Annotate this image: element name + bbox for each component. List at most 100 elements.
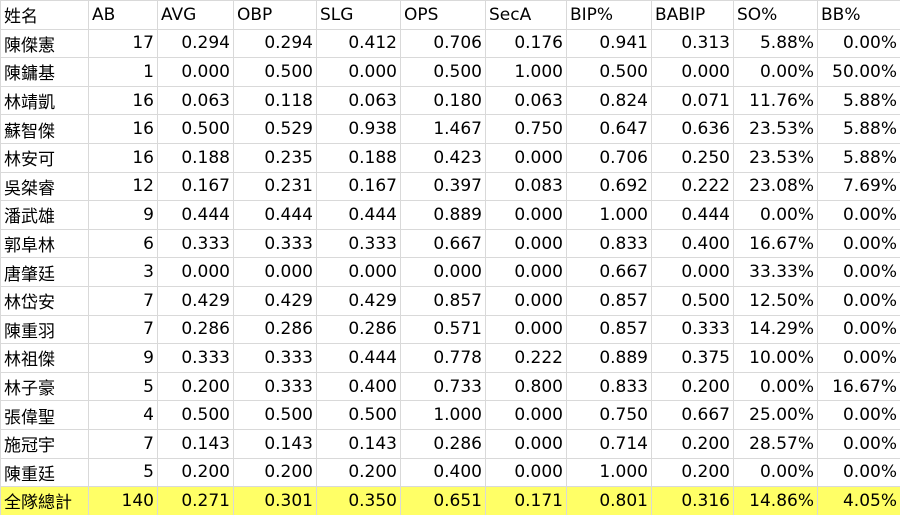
cell: 11.76% (733, 85, 818, 116)
cell: 0.294 (157, 28, 234, 59)
name-cell: 蘇智傑 (0, 114, 89, 144)
cell: 0.000 (485, 400, 567, 430)
data-row: 吳桀睿 12 0.167 0.231 0.167 0.397 0.083 0.692 0.222… (0, 171, 900, 202)
cell: 0.333 (651, 314, 734, 345)
data-row: 郭阜林 6 0.333 0.333 0.333 0.667 0.000 0.833 0.400 1… (0, 228, 900, 259)
name-cell: 唐肇廷 (0, 257, 89, 287)
cell: AB (88, 0, 158, 30)
cell: 0.444 (316, 200, 401, 230)
cell: 3 (88, 257, 158, 287)
cell: 0.222 (485, 343, 567, 373)
cell: 0.857 (566, 285, 652, 316)
cell: 0.200 (316, 457, 401, 488)
cell: 0.063 (157, 85, 234, 116)
cell: 0.167 (157, 171, 234, 202)
name-cell: 張偉聖 (0, 400, 89, 430)
cell: 1.000 (566, 200, 652, 230)
cell: 0.235 (233, 142, 317, 173)
cell: 28.57% (733, 428, 818, 459)
cell: 4 (88, 400, 158, 430)
cell: 5.88% (817, 114, 900, 144)
cell: 140 (88, 486, 158, 515)
name-cell: 施冠宇 (0, 428, 89, 459)
cell: 0.143 (316, 428, 401, 459)
cell: 0.333 (157, 228, 234, 259)
cell: 0.000 (400, 257, 486, 287)
data-row: 唐肇廷 3 0.000 0.000 0.000 0.000 0.000 0.667 0.000 3… (0, 257, 900, 287)
cell: 0.00% (733, 457, 818, 488)
cell: 0.063 (316, 85, 401, 116)
cell: 0.000 (233, 257, 317, 287)
cell: SecA (485, 0, 567, 30)
cell: 0.171 (485, 486, 567, 515)
cell: 7 (88, 428, 158, 459)
cell: 0.500 (157, 400, 234, 430)
cell: 0.667 (566, 257, 652, 287)
name-cell: 陳重廷 (0, 457, 89, 488)
cell: 0.833 (566, 371, 652, 402)
cell: 0.423 (400, 142, 486, 173)
data-row: 林岱安 7 0.429 0.429 0.429 0.857 0.000 0.857 0.500 1… (0, 285, 900, 316)
cell: 0.143 (157, 428, 234, 459)
name-cell: 林靖凱 (0, 85, 89, 116)
name-cell: 林岱安 (0, 285, 89, 316)
cell: 0.180 (400, 85, 486, 116)
cell: 0.00% (817, 400, 900, 430)
cell: 0.941 (566, 28, 652, 59)
cell: 0.231 (233, 171, 317, 202)
cell: 0.00% (733, 371, 818, 402)
cell: 0.063 (485, 85, 567, 116)
cell: 0.250 (651, 142, 734, 173)
cell: 23.53% (733, 114, 818, 144)
data-row: 陳鏞基 1 0.000 0.500 0.000 0.500 1.000 0.500 0.000 0… (0, 57, 900, 87)
cell: 0.000 (485, 200, 567, 230)
cell: 0.429 (316, 285, 401, 316)
name-cell: 陳鏞基 (0, 57, 89, 87)
cell: 0.400 (651, 228, 734, 259)
cell: 0.333 (157, 343, 234, 373)
name-cell: 全隊總計 (0, 486, 89, 515)
cell: 50.00% (817, 57, 900, 87)
cell: 0.824 (566, 85, 652, 116)
cell: 12 (88, 171, 158, 202)
cell: 10.00% (733, 343, 818, 373)
cell: 0.000 (485, 314, 567, 345)
cell: 0.400 (400, 457, 486, 488)
cell: 0.444 (316, 343, 401, 373)
cell: 0.500 (233, 400, 317, 430)
cell: 0.529 (233, 114, 317, 144)
cell: 0.333 (316, 228, 401, 259)
cell: OBP (233, 0, 317, 30)
cell: 0.000 (485, 457, 567, 488)
cell: 0.271 (157, 486, 234, 515)
cell: 0.500 (157, 114, 234, 144)
cell: 0.778 (400, 343, 486, 373)
cell: 0.667 (400, 228, 486, 259)
cell: 7.69% (817, 171, 900, 202)
name-cell: 姓名 (0, 0, 89, 30)
cell: 0.313 (651, 28, 734, 59)
cell: 0.200 (157, 371, 234, 402)
cell: 0.444 (651, 200, 734, 230)
name-cell: 林安可 (0, 142, 89, 173)
cell: 1.000 (400, 400, 486, 430)
cell: 0.801 (566, 486, 652, 515)
cell: 5.88% (817, 142, 900, 173)
cell: 16 (88, 142, 158, 173)
cell: 7 (88, 285, 158, 316)
cell: OPS (400, 0, 486, 30)
cell: 0.000 (485, 285, 567, 316)
cell: 0.083 (485, 171, 567, 202)
cell: 0.286 (400, 428, 486, 459)
cell: 0.857 (400, 285, 486, 316)
cell: 0.118 (233, 85, 317, 116)
data-row: 潘武雄 9 0.444 0.444 0.444 0.889 0.000 1.000 0.444 0… (0, 200, 900, 230)
cell: 0.294 (233, 28, 317, 59)
cell: 0.375 (651, 343, 734, 373)
cell: 0.286 (157, 314, 234, 345)
cell: 5 (88, 371, 158, 402)
cell: 0.000 (485, 228, 567, 259)
cell: SO% (733, 0, 818, 30)
cell: BABIP (651, 0, 734, 30)
cell: 0.750 (485, 114, 567, 144)
